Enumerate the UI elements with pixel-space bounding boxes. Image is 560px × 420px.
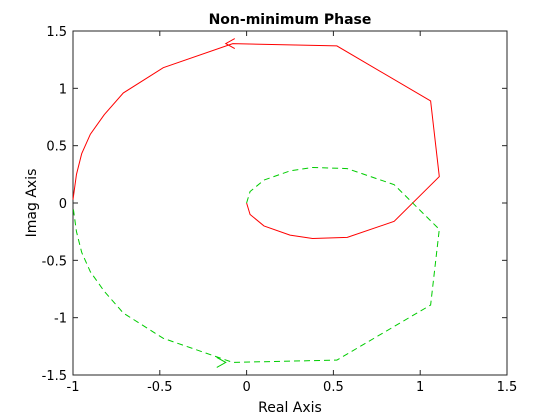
series-layer: [72, 38, 440, 368]
chart-title: Non-minimum Phase: [209, 12, 372, 28]
y-tick-label: -1: [54, 312, 67, 327]
plot-area: [72, 30, 508, 376]
x-axis-label: Real Axis: [258, 400, 322, 416]
x-tick-label: 0.5: [323, 380, 344, 395]
x-tick-label: 1.5: [497, 380, 518, 395]
y-axis-label: Imag Axis: [24, 169, 40, 238]
direction-arrow: [216, 356, 227, 368]
y-tick-label: -1.5: [42, 369, 67, 384]
direction-arrow: [224, 38, 236, 50]
series-line-1: [72, 43, 440, 240]
x-tick-label: 0: [242, 380, 250, 395]
y-tick-label: 0.5: [46, 140, 67, 155]
y-tick-label: 1.5: [46, 25, 67, 40]
y-tick-label: -0.5: [42, 254, 67, 269]
x-tick-label: -0.5: [147, 380, 172, 395]
y-tick-label: 1: [59, 82, 67, 97]
ticks-layer: -1 -0.5 0 0.5 1 1.5-1.5-1-0.500.511.5: [42, 25, 518, 395]
series-line-2: [72, 166, 440, 363]
x-tick-label: -1: [67, 380, 80, 395]
x-tick-label: 1: [416, 380, 424, 395]
y-tick-label: 0: [59, 197, 67, 212]
